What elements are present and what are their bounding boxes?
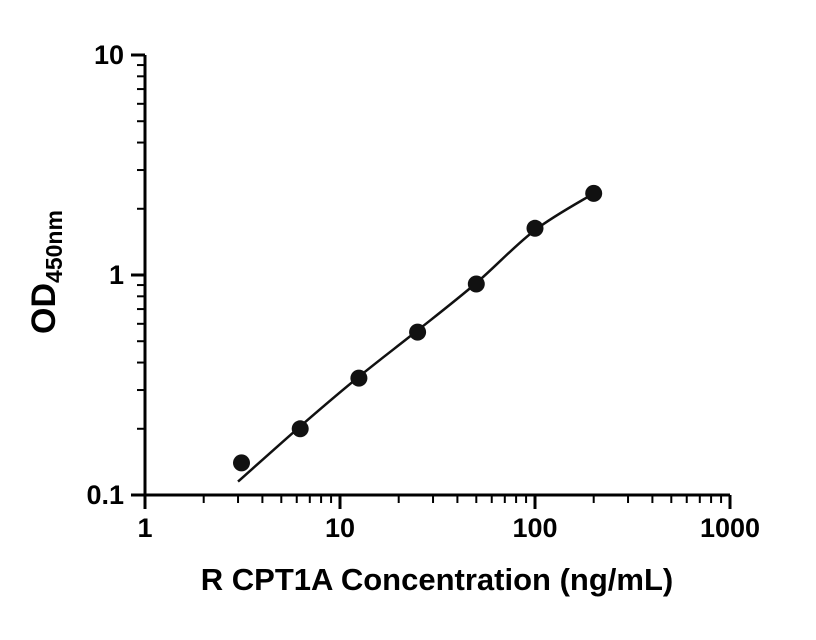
- axis-ticks: [131, 53, 732, 509]
- data-point: [409, 323, 427, 341]
- x-axis-title: R CPT1A Concentration (ng/mL): [201, 562, 673, 597]
- data-point: [291, 420, 309, 438]
- y-tick-label: 1: [109, 260, 124, 290]
- x-tick-label: 1000: [700, 513, 760, 543]
- data-point: [467, 275, 485, 293]
- x-tick-label: 1: [137, 513, 152, 543]
- y-axis-title-subscript: 450nm: [41, 210, 67, 283]
- x-tick-label: 10: [325, 513, 355, 543]
- data-point: [233, 454, 250, 472]
- y-axis-title-main: OD: [25, 283, 63, 334]
- x-tick-label: 100: [512, 513, 557, 543]
- y-tick-label: 10: [94, 40, 124, 70]
- axes: [143, 55, 730, 497]
- axis-lines: [143, 55, 730, 497]
- tick-labels: 1 10 100 1000 0.1 1 10: [86, 40, 760, 543]
- data-point: [585, 184, 603, 202]
- y-axis-title: OD450nm: [25, 210, 67, 334]
- data-points: [233, 184, 603, 472]
- data-point: [350, 369, 368, 387]
- data-point: [526, 219, 544, 237]
- y-tick-label: 0.1: [86, 480, 124, 510]
